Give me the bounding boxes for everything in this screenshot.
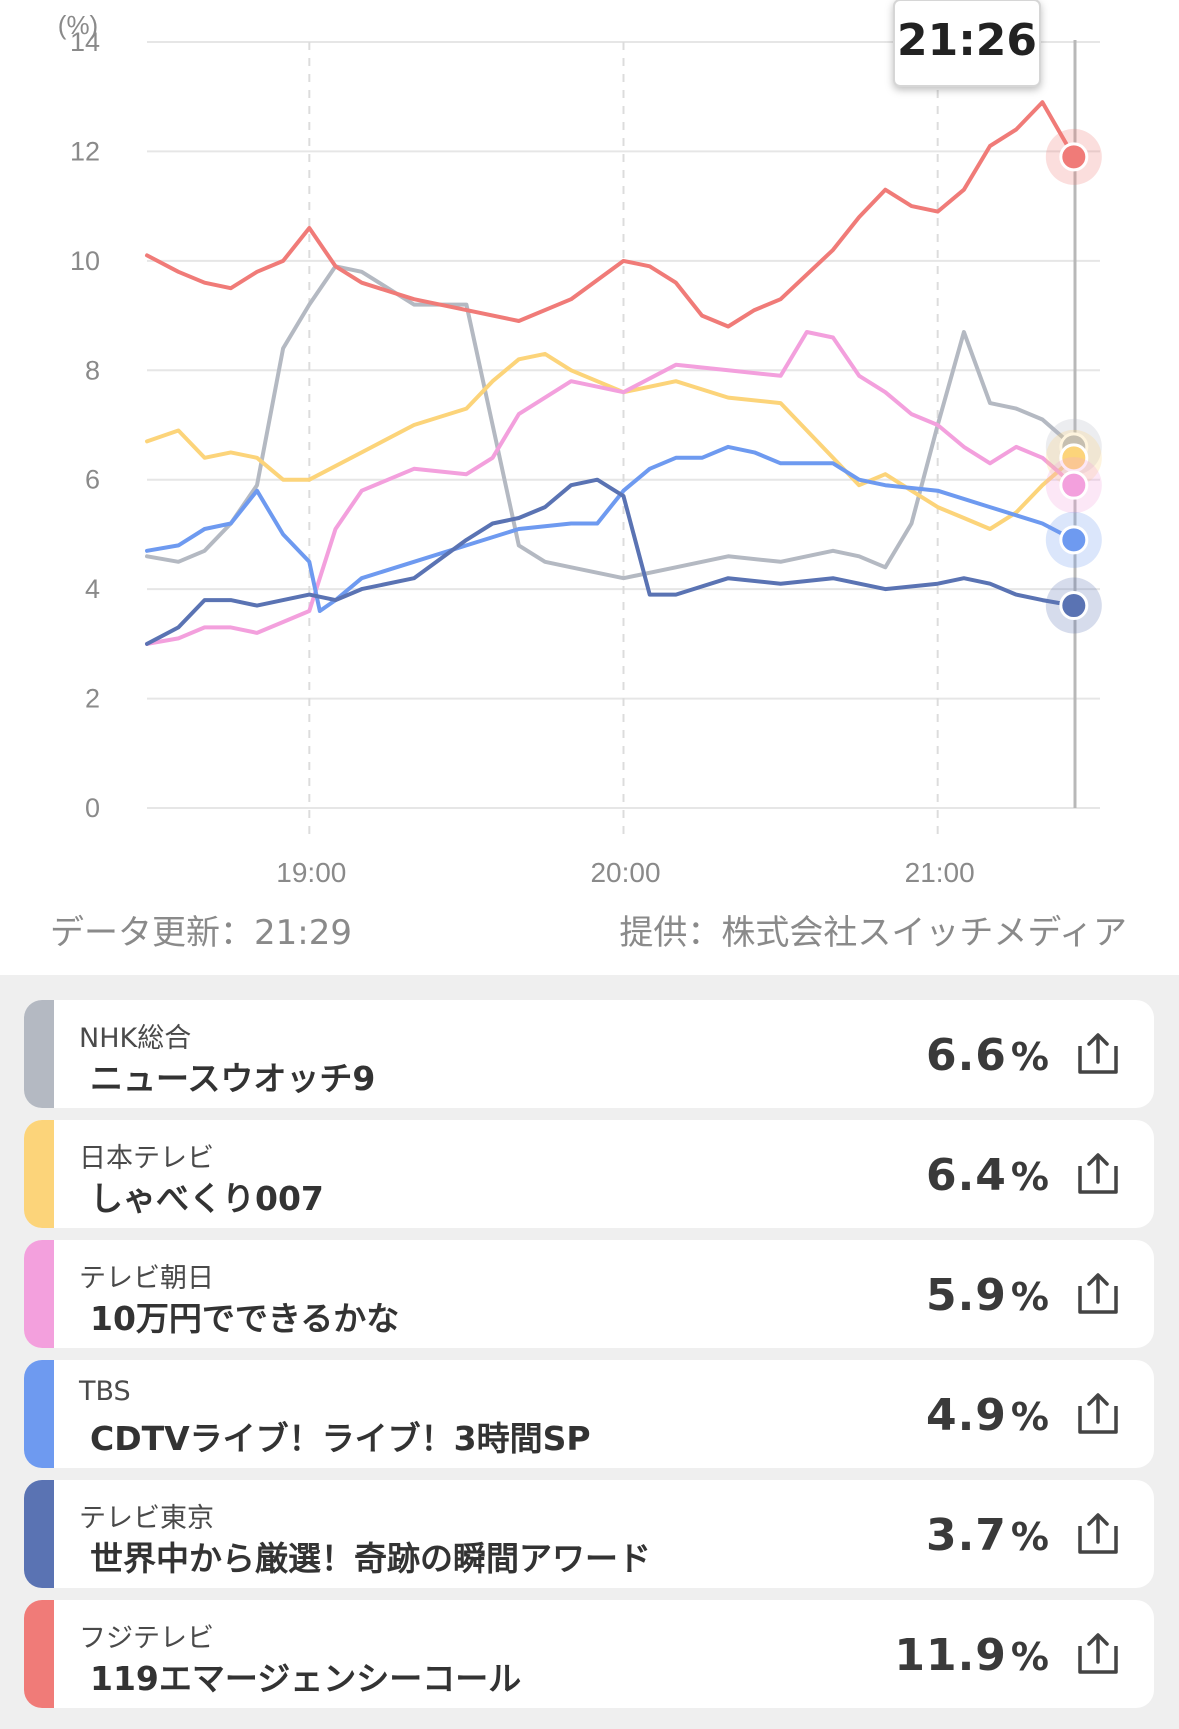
y-tick-label: 2 — [85, 684, 100, 714]
channel-card-nhk[interactable]: NHK総合 ニュースウオッチ9 6.6% — [24, 1000, 1154, 1108]
y-tick-label: 10 — [70, 246, 100, 276]
series-line — [145, 330, 1076, 646]
network-name: テレビ朝日 — [79, 1263, 214, 1294]
series-line — [145, 444, 1076, 613]
share-icon[interactable] — [1076, 1032, 1120, 1076]
network-name: NHK総合 — [79, 1023, 192, 1054]
y-tick-label: 0 — [85, 793, 100, 823]
provider-label: 提供：株式会社スイッチメディア — [619, 913, 1127, 953]
x-tick-label: 21:00 — [905, 857, 975, 888]
series-line — [145, 264, 1076, 581]
series-end-point — [1059, 591, 1089, 621]
series-end-point — [1059, 525, 1089, 555]
channel-color-stripe — [24, 1480, 54, 1588]
share-icon[interactable] — [1076, 1632, 1120, 1676]
time-cursor-tooltip: 21:26 — [893, 0, 1041, 87]
rating-value: 5.9% — [925, 1270, 1050, 1321]
y-tick-label: 8 — [85, 355, 100, 385]
rating-value: 3.7% — [925, 1510, 1050, 1561]
x-tick-label: 19:00 — [276, 857, 346, 888]
program-title: しゃべくり007 — [90, 1179, 324, 1218]
rating-value: 6.6% — [925, 1030, 1050, 1081]
channel-card-tv-asahi[interactable]: テレビ朝日 10万円でできるかな 5.9% — [24, 1240, 1154, 1348]
rating-value: 6.4% — [925, 1150, 1050, 1201]
share-icon[interactable] — [1076, 1272, 1120, 1316]
program-title: ニュースウオッチ9 — [90, 1059, 376, 1098]
y-tick-label: 12 — [70, 136, 100, 166]
y-unit-label: (%) — [58, 10, 98, 40]
series-line — [145, 351, 1076, 531]
rating-value: 11.9% — [894, 1630, 1050, 1681]
channel-color-stripe — [24, 1600, 54, 1708]
y-tick-label: 6 — [85, 465, 100, 495]
channel-card-fuji[interactable]: フジテレビ 119エマージェンシーコール 11.9% — [24, 1600, 1154, 1708]
network-name: 日本テレビ — [79, 1143, 214, 1174]
series-line — [145, 100, 1076, 329]
program-title: 10万円でできるかな — [90, 1299, 400, 1338]
x-tick-label: 20:00 — [590, 857, 660, 888]
channel-color-stripe — [24, 1000, 54, 1108]
ratings-chart-area: (%) 14 12 10 8 6 4 2 0 19:00 20:00 21:00 21:26 デー… — [0, 0, 1179, 953]
channel-card-ntv[interactable]: 日本テレビ しゃべくり007 6.4% — [24, 1120, 1154, 1228]
network-name: テレビ東京 — [79, 1503, 214, 1534]
cursor-time-label: 21:26 — [897, 15, 1037, 66]
share-icon[interactable] — [1076, 1392, 1120, 1436]
channel-color-stripe — [24, 1120, 54, 1228]
channel-color-stripe — [24, 1360, 54, 1468]
ratings-line-chart[interactable]: (%) 14 12 10 8 6 4 2 0 19:00 20:00 21:00 21:26 — [0, 0, 1179, 890]
rating-value: 4.9% — [925, 1390, 1050, 1441]
program-title: 119エマージェンシーコール — [90, 1659, 522, 1698]
channel-color-stripe — [24, 1240, 54, 1348]
series-line — [145, 477, 1076, 646]
channel-list: NHK総合 ニュースウオッチ9 6.6% 日本テレビ しゃべくり007 6.4%… — [0, 975, 1179, 1729]
data-update-label: データ更新：21:29 — [50, 913, 352, 953]
channel-card-tbs[interactable]: TBS CDTVライブ！ライブ！3時間SP 4.9% — [24, 1360, 1154, 1468]
y-tick-label: 14 — [70, 27, 100, 57]
program-title: CDTVライブ！ライブ！3時間SP — [90, 1419, 591, 1458]
channel-card-tv-tokyo[interactable]: テレビ東京 世界中から厳選！奇跡の瞬間アワード 3.7% — [24, 1480, 1154, 1588]
series-end-point — [1059, 470, 1089, 500]
y-tick-label: 4 — [85, 574, 100, 604]
share-icon[interactable] — [1076, 1152, 1120, 1196]
network-name: TBS — [79, 1376, 131, 1407]
network-name: フジテレビ — [79, 1623, 214, 1654]
share-icon[interactable] — [1076, 1512, 1120, 1556]
program-title: 世界中から厳選！奇跡の瞬間アワード — [90, 1539, 651, 1578]
series-end-point — [1059, 142, 1089, 172]
